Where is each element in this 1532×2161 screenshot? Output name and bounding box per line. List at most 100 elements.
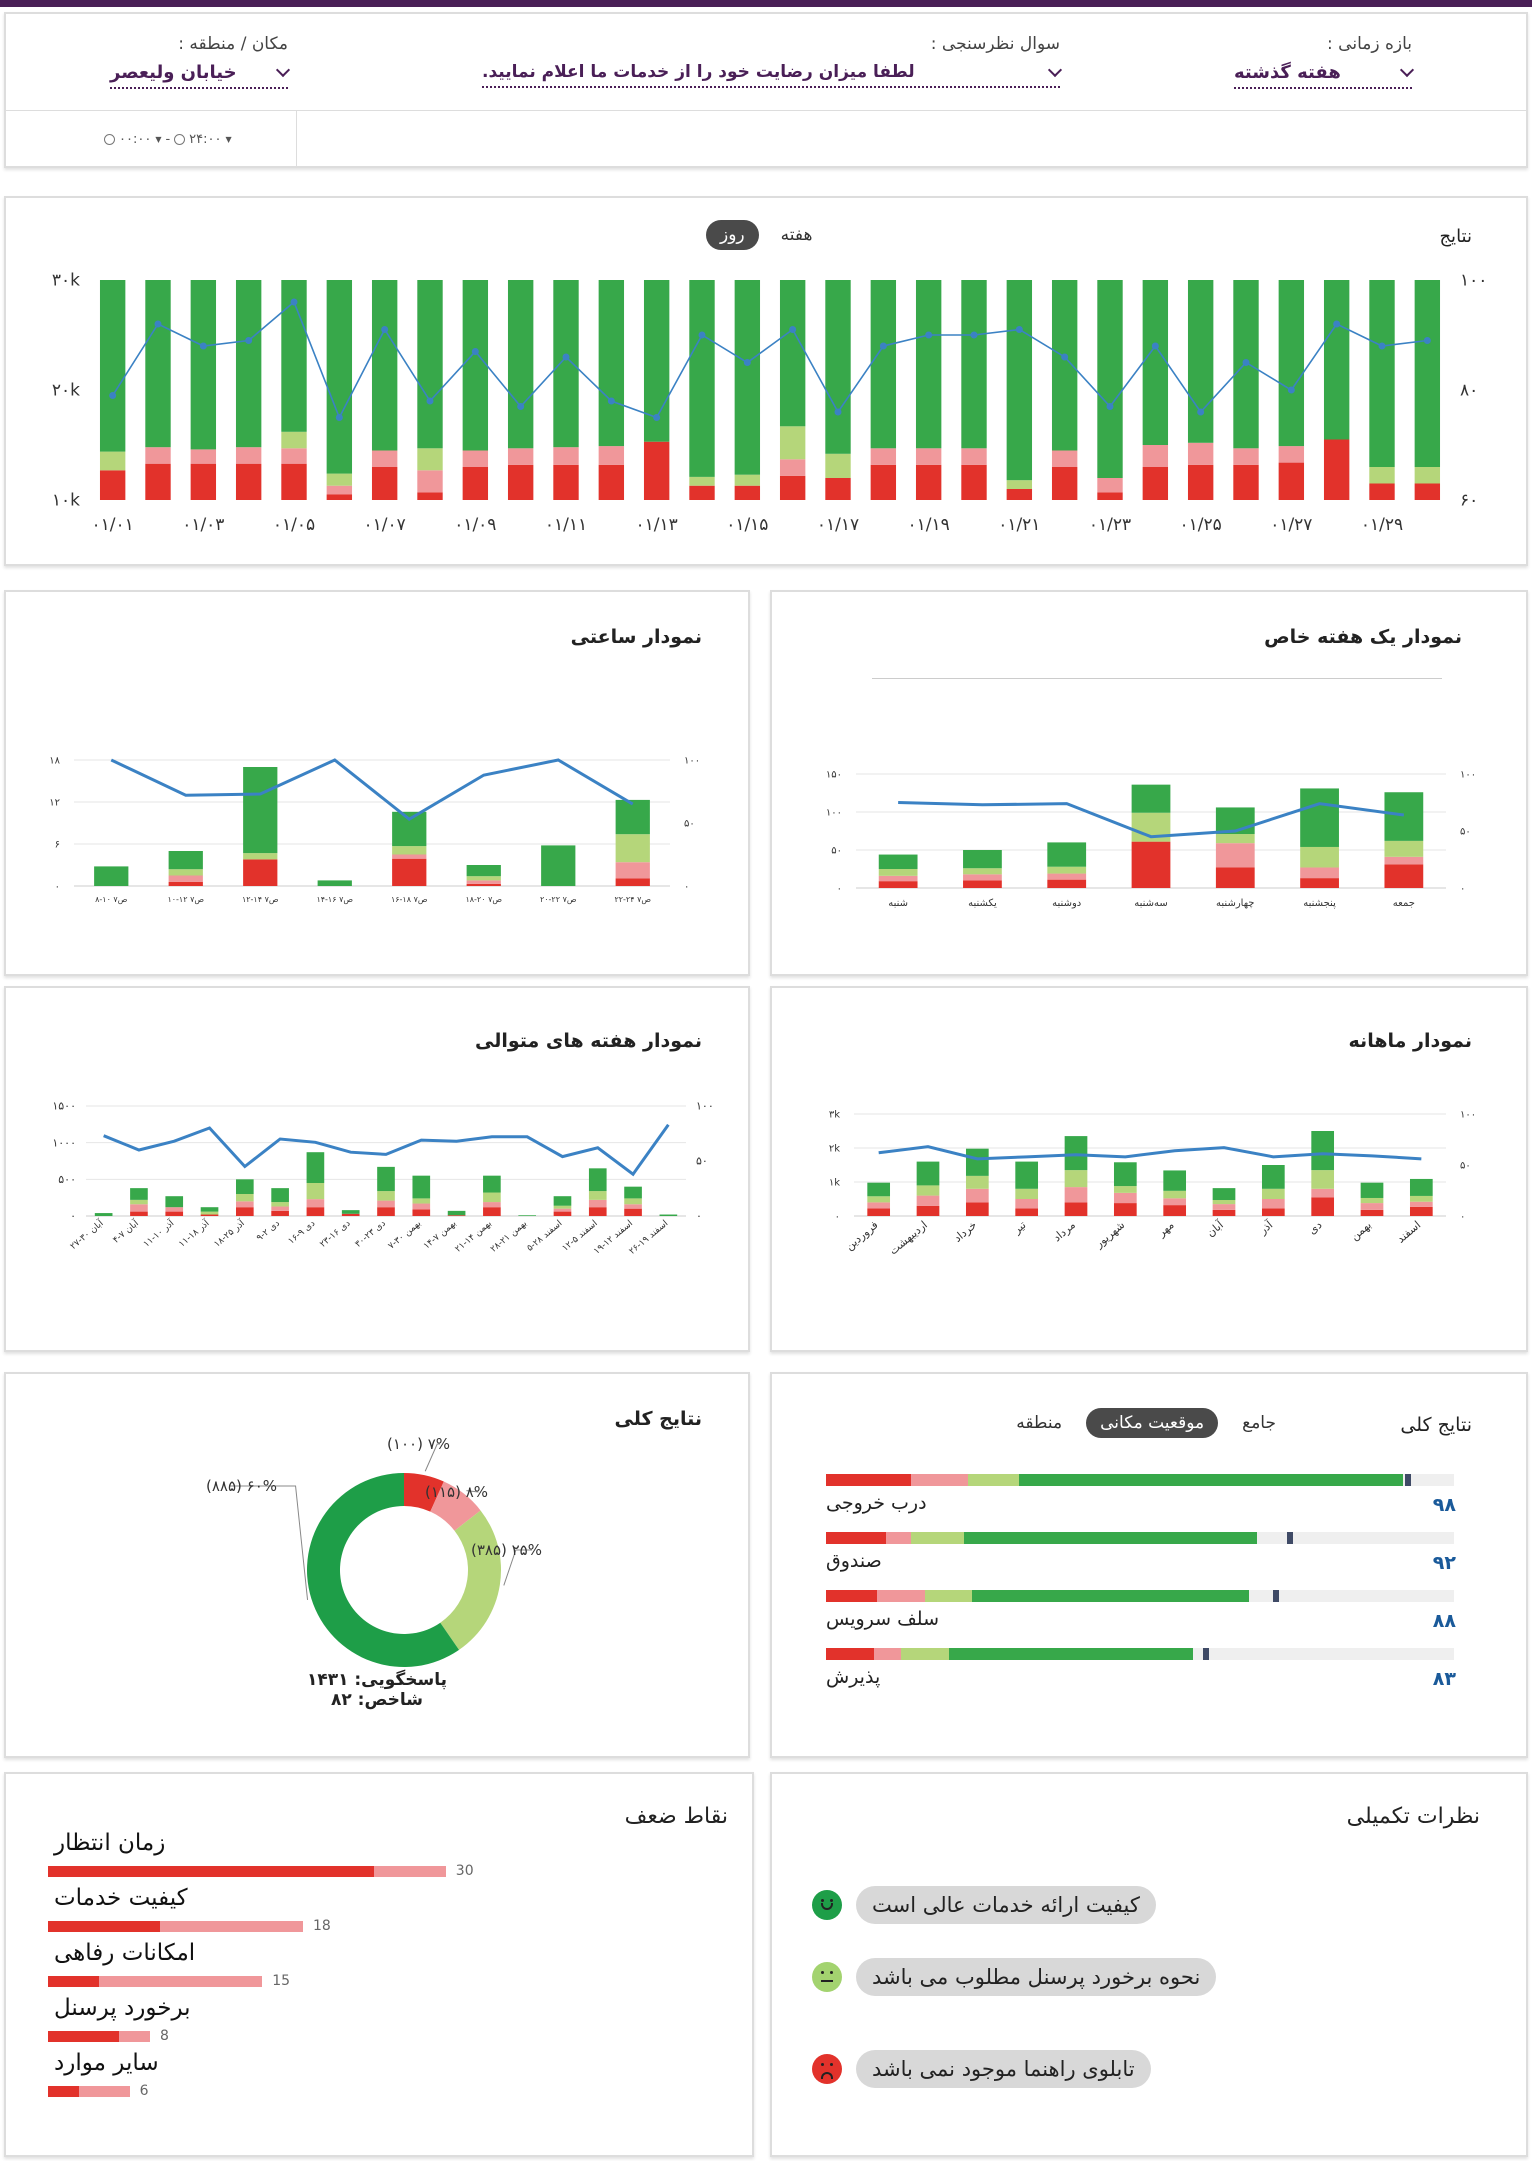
bar-segment — [119, 2031, 150, 2042]
tab-region[interactable]: منطقه — [1016, 1413, 1063, 1433]
tab-comprehensive[interactable]: جامع — [1242, 1413, 1276, 1433]
filter-panel: بازه زمانی : هفته گذشته سوال نظرسنجی : ل… — [4, 12, 1528, 168]
bar-segment — [598, 446, 625, 465]
bar-segment — [963, 868, 1002, 875]
bar-segment — [48, 1976, 99, 1987]
question-label: سوال نظرسنجی : — [930, 34, 1060, 54]
location-select[interactable]: خیابان ولیعصر — [110, 62, 291, 89]
bar-segment — [1142, 445, 1169, 467]
bar-segment — [417, 280, 443, 449]
bar-segment — [371, 280, 398, 451]
bar-segment — [1064, 1202, 1088, 1216]
bar-segment — [48, 1866, 375, 1877]
score-marker — [1272, 1590, 1279, 1602]
y-right-tick-label: ۰ — [696, 1210, 702, 1223]
time-to[interactable]: ۲۴:۰۰ — [189, 132, 222, 147]
line-point — [1197, 408, 1205, 416]
bar-segment — [1187, 442, 1214, 465]
x-tick-label: ۰۱/۱۹ — [908, 515, 950, 535]
bar-segment — [1187, 464, 1214, 500]
bar-segment — [417, 470, 443, 493]
bar-segment — [306, 1152, 325, 1183]
bar-segment — [1142, 280, 1169, 445]
x-tick-label: اسفند ۱۹-۲۶ — [627, 1219, 670, 1257]
x-tick-label: فروردین — [843, 1218, 881, 1253]
tab-location[interactable]: موقعیت مکانی — [1086, 1408, 1219, 1438]
weekday-chart: ۰ ۵۰ ۱۰۰ ۱۵۰ ۰ ۵۰ ۱۰۰ شنبه یکشنبه دوشنبه سه‌شنبه چه… — [826, 769, 1476, 909]
bar-segment — [507, 280, 534, 449]
tab-week[interactable]: هفته — [780, 225, 813, 245]
weakness-bar: 8 — [48, 2029, 169, 2043]
bar-segment — [615, 878, 650, 886]
bar-segment — [392, 846, 427, 855]
line-point — [517, 403, 525, 410]
face-feature — [821, 1980, 833, 1982]
bar-segment — [483, 1207, 501, 1216]
y-left-tick-label: ۲۰k — [52, 381, 80, 401]
bar-segment — [1360, 1209, 1384, 1216]
bar-segment — [659, 1214, 678, 1216]
question-select[interactable]: لطفا میزان رضایت خود را از خدمات ما اعلا… — [482, 62, 1063, 88]
bar-segment — [306, 1199, 325, 1208]
tab-day[interactable]: روز — [706, 220, 759, 250]
bar-segment — [588, 1199, 607, 1208]
bar-segment — [1369, 483, 1395, 500]
bar-segment — [965, 1148, 989, 1176]
bar-segment — [306, 1207, 325, 1216]
y-left-tick-label: ۳۰k — [52, 271, 80, 291]
line-point — [335, 414, 343, 421]
chevron-down-icon — [275, 62, 291, 78]
bar-segment — [200, 1214, 219, 1216]
bar-segment — [916, 1205, 940, 1216]
period-select[interactable]: هفته گذشته — [1234, 62, 1415, 89]
location-score: ۸۸ — [1432, 1610, 1456, 1632]
bar-segment — [392, 858, 427, 886]
bar-segment — [965, 1175, 989, 1189]
bar-segment — [915, 280, 942, 449]
location-score-bar — [826, 1590, 1454, 1602]
line-point — [154, 320, 162, 328]
x-tick-label: ۰۱/۱۳ — [636, 515, 678, 535]
line-point — [607, 397, 615, 405]
index-value: ۸۲ — [330, 1690, 352, 1710]
y-right-tick-label: ۰ — [1460, 1211, 1465, 1222]
bar-segment — [130, 1188, 148, 1200]
weekday-chart-panel: نمودار یک هفته خاص ۰ ۵۰ ۱۰۰ ۱۵۰ ۰ ۵۰ ۱۰۰ شنبه یک… — [770, 590, 1528, 976]
neutral-face-icon — [812, 1962, 842, 1992]
x-tick-label: ۱۴-۱۶ ص۷ — [316, 895, 353, 904]
y-right-tick-label: ۱۰۰ — [1460, 271, 1487, 291]
bar-segment — [1360, 1197, 1384, 1204]
bar-segment — [624, 1186, 642, 1199]
time-separator: - — [165, 132, 171, 147]
bar-segment — [876, 1590, 926, 1602]
line-point — [653, 414, 661, 421]
bar-segment — [615, 862, 650, 879]
bar-segment — [961, 464, 987, 500]
x-tick-label: ۱۰-۱۲ ص۷ — [167, 895, 204, 904]
line-point — [1015, 326, 1023, 333]
line-point — [199, 342, 207, 350]
x-tick-label: آذر ۲۵-۱۸ — [211, 1217, 247, 1250]
face-feature — [821, 2072, 833, 2079]
x-tick-label: مرداد — [1051, 1218, 1078, 1244]
bar-segment — [168, 875, 203, 882]
bar-segment — [553, 280, 579, 448]
bar-segment — [371, 467, 398, 500]
bar-segment — [1261, 1199, 1285, 1209]
bar-segment — [1163, 1190, 1187, 1199]
weakness-value: 18 — [312, 1918, 331, 1934]
time-from[interactable]: ۰۰:۰۰ — [119, 132, 152, 147]
weakness-label: برخورد پرسنل — [54, 1995, 191, 2021]
line-point — [970, 331, 978, 339]
x-tick-label: دوشنبه — [1052, 898, 1081, 909]
bar-segment — [1113, 1192, 1137, 1204]
weakness-value: 15 — [272, 1973, 291, 1989]
bar-segment — [1411, 1474, 1454, 1486]
bar-segment — [826, 1648, 875, 1660]
x-tick-label: بهمن ۳۰-۷ — [387, 1219, 424, 1252]
bar-segment — [874, 1648, 901, 1660]
bar-segment — [462, 280, 489, 451]
bar-segment — [130, 1211, 148, 1216]
bar-segment — [326, 494, 353, 500]
bar-segment — [483, 1202, 501, 1208]
